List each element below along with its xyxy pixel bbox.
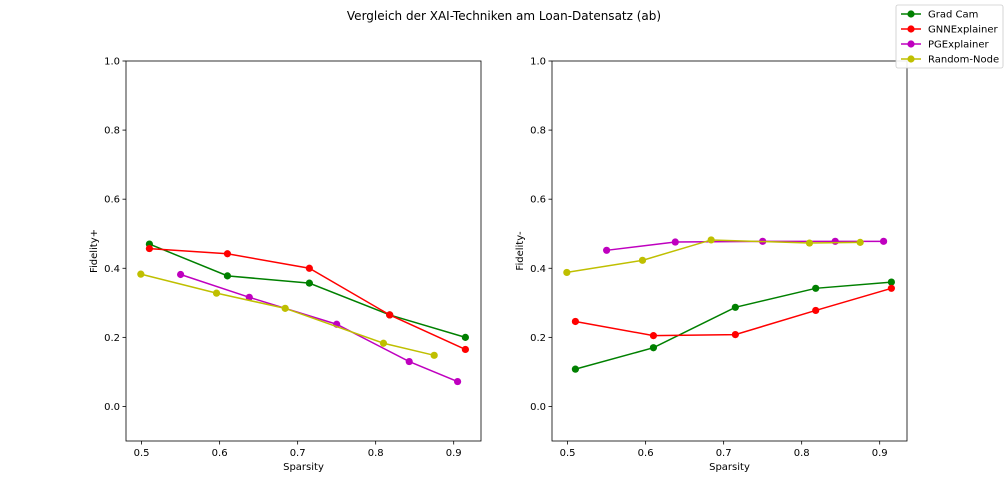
data-point [461, 345, 469, 354]
y-axis-label: Fidelity+ [89, 229, 100, 273]
series-line [566, 239, 861, 274]
y-tick-label: 0.2 [104, 333, 120, 344]
x-tick-label: 0.7 [716, 448, 732, 459]
series-line [149, 243, 466, 339]
legend-marker [907, 10, 915, 18]
data-point [812, 284, 820, 292]
data-point [379, 339, 388, 347]
data-point [571, 365, 580, 373]
series-random-node [563, 236, 864, 277]
y-tick-label: 0.4 [530, 264, 546, 275]
legend-label: Grad Cam [928, 10, 978, 21]
data-point [879, 237, 888, 245]
data-point [563, 268, 571, 277]
data-point [145, 244, 154, 253]
data-point [707, 236, 715, 244]
y-tick-label: 0.8 [104, 126, 120, 137]
data-point [137, 270, 145, 278]
legend-entry: PGExplainer [901, 40, 990, 51]
y-tick-label: 0.6 [104, 195, 120, 206]
legend-marker [907, 55, 915, 63]
data-point [212, 289, 221, 297]
series-grad-cam [145, 240, 469, 341]
x-tick-label: 0.5 [560, 448, 576, 459]
data-point [887, 278, 895, 286]
x-tick-label: 0.7 [290, 448, 306, 459]
legend-label: GNNExplainer [928, 25, 998, 36]
legend: Grad Cam GNNExplainer PGExplainer Random-No… [895, 4, 1004, 69]
legend-marker [907, 40, 915, 48]
data-point [887, 284, 895, 292]
data-point [430, 351, 438, 359]
data-point [649, 332, 658, 340]
data-point [831, 237, 839, 245]
y-axis-label: Fidelity- [515, 231, 526, 271]
figure-title: Vergleich der XAI-Techniken am Loan-Date… [347, 9, 661, 23]
series-pgexplainer [603, 237, 888, 254]
data-point [305, 279, 313, 287]
y-tick-label: 0.0 [530, 402, 546, 413]
data-point [603, 246, 611, 254]
x-axis-label: Sparsity [283, 462, 324, 473]
series-gnnexplainer [145, 244, 469, 354]
y-tick-label: 0.8 [530, 126, 546, 137]
legend-marker [907, 25, 915, 33]
data-point [305, 264, 313, 272]
data-point [223, 250, 232, 258]
series-gnnexplainer [571, 284, 895, 340]
series-random-node [137, 270, 438, 359]
data-point [856, 238, 864, 246]
series-line [575, 281, 892, 370]
legend-entry: GNNExplainer [901, 25, 998, 36]
y-tick-label: 0.0 [104, 402, 120, 413]
data-point [281, 304, 289, 312]
data-point [405, 357, 413, 366]
x-tick-label: 0.5 [134, 448, 150, 459]
data-point [177, 270, 185, 279]
y-tick-label: 1.0 [530, 57, 546, 68]
data-point [731, 331, 739, 339]
y-tick-label: 0.6 [530, 195, 546, 206]
data-point [453, 377, 462, 386]
legend-label: PGExplainer [928, 40, 990, 51]
data-point [731, 303, 739, 311]
series-grad-cam [571, 278, 895, 373]
axes-frame [125, 60, 482, 442]
axes-frame [551, 60, 908, 442]
y-tick-label: 1.0 [104, 57, 120, 68]
data-point [245, 293, 253, 301]
data-point [671, 238, 679, 246]
subplot-fidelity-plus: 0.5 0.6 0.7 0.8 0.9 0.0 0.2 0.4 0.6 0.8 1.0 Sparsit… [89, 57, 482, 473]
x-tick-label: 0.8 [794, 448, 810, 459]
data-point [571, 317, 580, 326]
series-line [180, 273, 458, 383]
legend-frame [895, 4, 1004, 69]
y-tick-label: 0.2 [530, 333, 546, 344]
series-line [575, 287, 892, 337]
legend-entry: Grad Cam [901, 10, 978, 21]
x-tick-label: 0.9 [446, 448, 462, 459]
x-tick-label: 0.6 [638, 448, 654, 459]
subplot-fidelity-minus: 0.5 0.6 0.7 0.8 0.9 0.0 0.2 0.4 0.6 0.8 1.0 Sparsit… [515, 57, 908, 473]
x-tick-label: 0.9 [872, 448, 888, 459]
x-tick-label: 0.8 [368, 448, 384, 459]
data-point [223, 272, 232, 280]
data-point [649, 344, 658, 352]
y-tick-label: 0.4 [104, 264, 120, 275]
data-point [812, 306, 820, 315]
series-pgexplainer [177, 270, 462, 386]
x-tick-label: 0.6 [212, 448, 228, 459]
data-point [461, 333, 469, 341]
data-point [805, 239, 814, 247]
data-point [638, 256, 647, 264]
data-point [386, 311, 394, 319]
legend-label: Random-Node [928, 55, 999, 66]
legend-entry: Random-Node [901, 55, 999, 66]
x-axis-label: Sparsity [709, 462, 750, 473]
